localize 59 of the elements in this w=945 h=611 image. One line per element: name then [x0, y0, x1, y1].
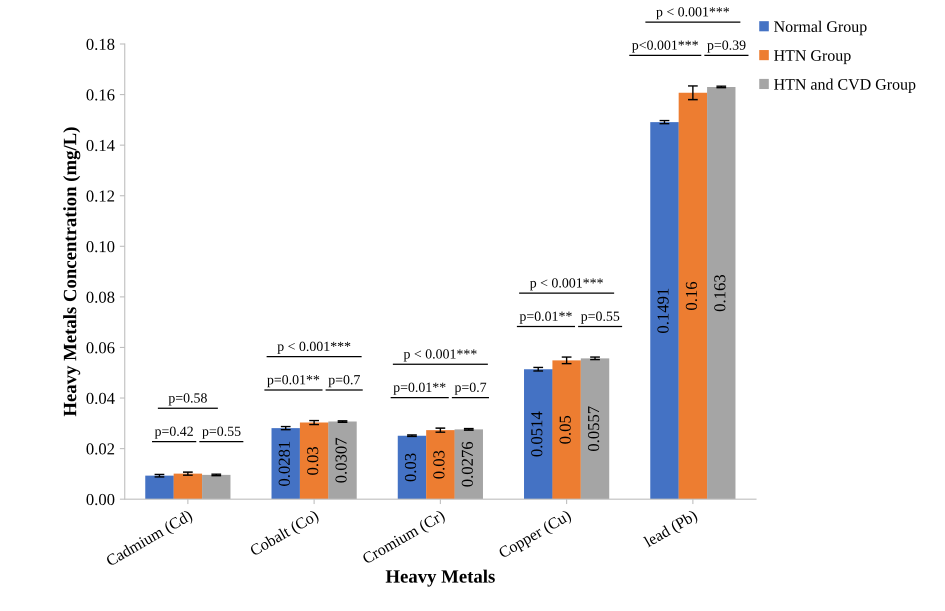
- bar: [174, 474, 202, 500]
- legend-label: HTN and CVD Group: [774, 78, 916, 93]
- annotation: p=0.7: [454, 382, 486, 395]
- y-tick-label: 0.04: [86, 392, 115, 404]
- bar: [145, 476, 174, 500]
- bar: [272, 428, 300, 500]
- legend-label: HTN Group: [774, 50, 851, 64]
- data-label: 0.05: [560, 416, 571, 444]
- annotation: p<0.001***: [632, 40, 698, 53]
- bar: [398, 436, 426, 500]
- y-axis-title: Heavy Metals Concentration (mg/L): [63, 127, 80, 416]
- bar: [524, 369, 552, 500]
- data-label: 0.1491: [657, 288, 669, 333]
- data-label: 0.0514: [531, 412, 542, 456]
- annotation: p=0.39: [707, 40, 746, 53]
- data-label: 0.0307: [335, 438, 347, 483]
- annotation: p=0.42: [154, 426, 193, 439]
- annotation: p=0.01**: [520, 312, 572, 324]
- annotation: p=0.01**: [393, 382, 446, 395]
- y-tick-label: 0.12: [86, 190, 114, 202]
- annotation: p=0.55: [202, 426, 241, 439]
- annotation: p=0.58: [168, 393, 207, 406]
- annotation: p < 0.001***: [277, 342, 350, 354]
- bar: [678, 92, 708, 500]
- data-label: 0.03: [433, 450, 445, 479]
- data-label: 0.0557: [588, 406, 600, 452]
- data-label: 0.03: [307, 446, 318, 475]
- bar: [650, 122, 679, 500]
- bar: [707, 86, 736, 500]
- data-label: 0.0281: [278, 442, 290, 486]
- annotation: p=0.01**: [267, 375, 320, 388]
- x-axis-title: Heavy Metals: [386, 570, 495, 587]
- text: p < 0.001***: [656, 7, 730, 20]
- data-label: 0.163: [714, 274, 726, 312]
- y-tick-label: 0.00: [86, 494, 114, 506]
- y-tick-label: 0.14: [86, 140, 115, 152]
- legend-label: Normal Group: [774, 20, 867, 36]
- annotation: p=0.55: [580, 312, 620, 324]
- y-tick-label: 0.06: [86, 342, 115, 354]
- annotation: p < 0.001***: [530, 278, 603, 290]
- data-label: 0.16: [686, 282, 698, 310]
- bar: [580, 358, 610, 500]
- data-label: 0.03: [404, 454, 416, 482]
- bar: [552, 360, 581, 500]
- annotation: p < 0.001***: [404, 349, 477, 362]
- bar: [426, 430, 455, 500]
- bar: [454, 429, 483, 500]
- y-tick-label: 0.10: [86, 241, 114, 252]
- bar: [202, 474, 230, 500]
- bar: [300, 422, 328, 500]
- y-tick-label: 0.18: [86, 38, 114, 50]
- x-tick-label: lead (Pb): [642, 509, 700, 550]
- annotation: p=0.7: [328, 375, 360, 388]
- y-tick-label: 0.02: [86, 443, 114, 455]
- bar: [328, 422, 357, 500]
- data-label: 0.0276: [462, 442, 474, 487]
- y-tick-label: 0.08: [86, 292, 114, 303]
- x-tick-label: Cobalt (Co): [248, 509, 321, 560]
- y-tick-label: 0.16: [86, 89, 115, 101]
